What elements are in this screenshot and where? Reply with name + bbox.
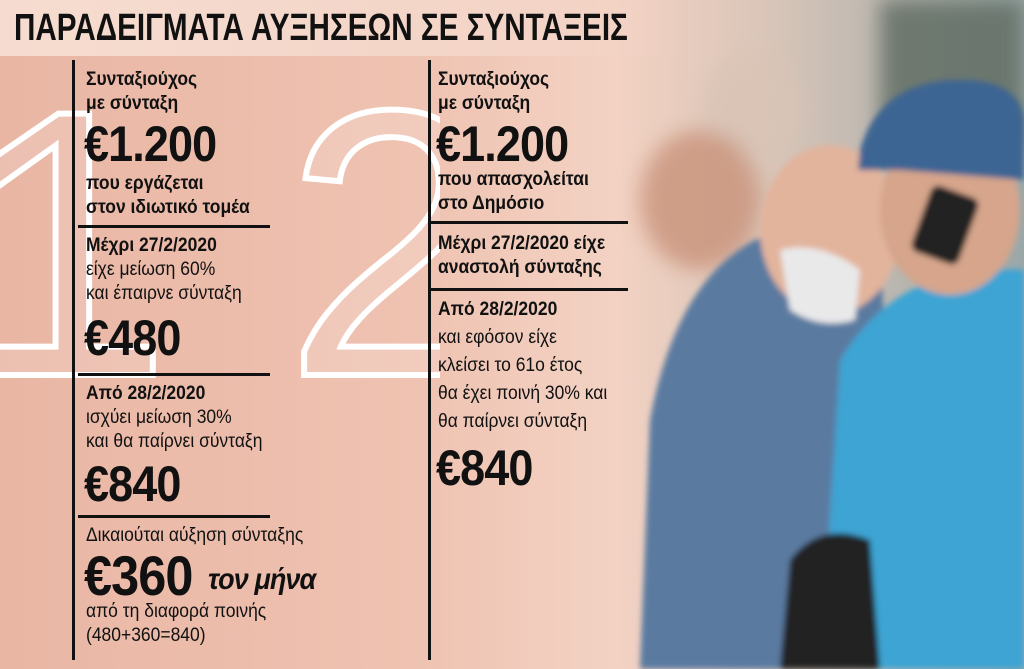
column-rule [428,60,431,660]
text: (480+360=840) [86,625,206,646]
heading: Από 28/2/2020 [86,383,206,404]
heading: Από 28/2/2020 [438,299,558,320]
title: ΠΑΡΑΔΕΙΓΜΑΤΑ ΑΥΞΗΣΕΩΝ ΣΕ ΣΥΝΤΑΞΕΙΣ [14,7,628,49]
amount: €840 [436,440,533,496]
text: και θα παίρνει σύνταξη [86,431,263,452]
text: με σύνταξη [86,93,179,114]
numerals: 1 2 [0,40,440,400]
text: είχε μείωση 60% [86,259,216,280]
column-number: 2 [285,40,440,400]
text: με σύνταξη [438,93,531,114]
text: και εφόσον είχε [438,327,557,348]
text: από τη διαφορά ποινής [86,601,267,622]
text: Δικαιούται αύξηση σύνταξης [86,525,304,546]
text: Συνταξιούχος [438,69,550,90]
separator [78,515,270,518]
text: που απασχολείται [438,169,589,190]
text: και έπαιρνε σύνταξη [86,283,242,304]
title-band [0,0,680,56]
amount: €480 [84,310,181,366]
text: θα έχει ποινή 30% και [438,383,608,404]
heading: Μέχρι 27/2/2020 είχε [438,233,606,254]
heading: Μέχρι 27/2/2020 [86,235,217,256]
column-number: 1 [0,40,171,400]
text: στο Δημόσιο [438,193,545,214]
separator [78,373,270,376]
amount: €840 [84,456,181,512]
text: Συνταξιούχος [86,69,198,90]
text: αναστολή σύνταξης [438,257,602,278]
text: στον ιδιωτικό τομέα [86,197,250,218]
separator [430,221,628,224]
amount: €360 [84,544,193,607]
text: που εργάζεται [86,173,204,194]
text: κλείσει το 61ο έτος [438,355,583,376]
separator [78,225,270,228]
amount-suffix: τον μήνα [208,563,316,596]
column-rule [72,60,75,660]
amount: €1.200 [84,116,217,172]
amount: €1.200 [436,116,569,172]
separator [430,288,628,291]
text: θα παίρνει σύνταξη [438,411,588,432]
text: ισχύει μείωση 30% [86,407,232,428]
